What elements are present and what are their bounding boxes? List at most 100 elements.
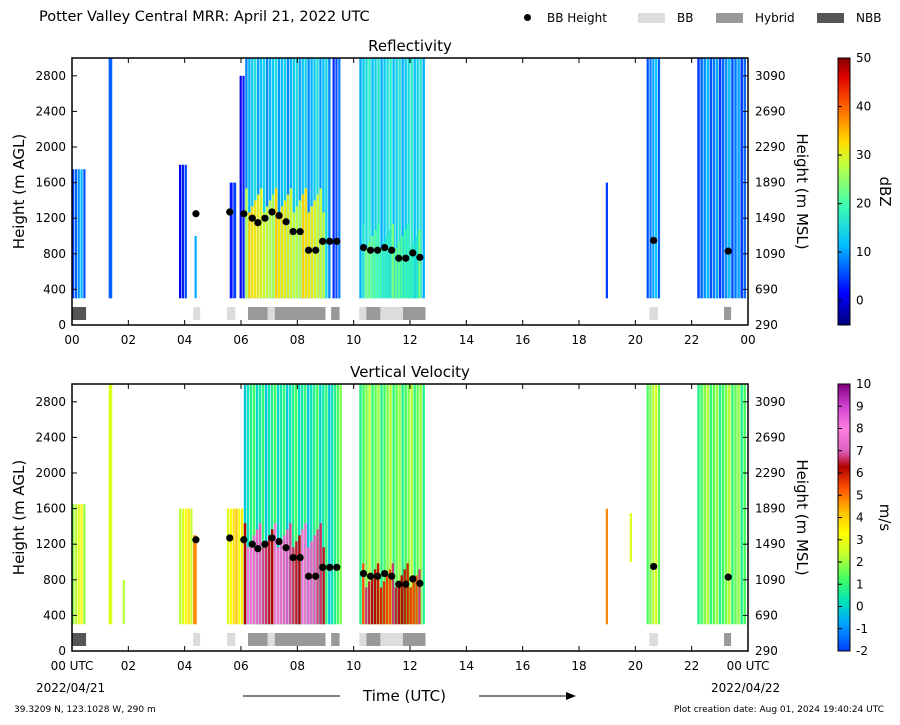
page-title: Potter Valley Central MRR: April 21, 202… (39, 9, 370, 25)
x-tick-label: 04 (177, 333, 192, 347)
intense-gate (394, 587, 398, 625)
y-tick-label: 2800 (35, 69, 66, 83)
bb-height-point (374, 246, 382, 254)
precip-gate (83, 504, 86, 625)
precip-column (239, 75, 245, 299)
precip-column (359, 384, 425, 625)
legend-label: NBB (856, 11, 882, 25)
x-tick-label: 02 (121, 333, 136, 347)
precip-gate (325, 58, 328, 299)
bb-type-segment (274, 633, 326, 646)
bb-height-point (374, 572, 382, 580)
precip-gate (333, 384, 337, 625)
bb-height-point (248, 214, 256, 222)
intense-gate (313, 535, 316, 625)
precip-gate (721, 384, 725, 625)
intense-gate (280, 206, 284, 299)
bb-height-point (289, 553, 297, 562)
precip-column (697, 58, 746, 299)
precip-gate (339, 384, 342, 625)
intense-gate (307, 547, 310, 625)
precip-gate (331, 384, 334, 625)
bb-type-segment (267, 307, 275, 320)
precip-gate (193, 535, 197, 625)
precip-gate (395, 384, 398, 625)
y-right-tick-label: 2690 (755, 430, 786, 444)
precip-gate (263, 58, 266, 299)
bb-type-segment (380, 633, 403, 646)
precip-gate (338, 58, 341, 299)
precip-column (72, 504, 86, 625)
intense-gate (397, 581, 400, 625)
intense-gate (319, 523, 322, 625)
precip-gate (416, 384, 419, 625)
bb-type-segment (193, 633, 201, 646)
bb-height-point (381, 569, 389, 578)
precip-gate (371, 384, 374, 625)
precip-gate (257, 58, 260, 299)
precip-gate (181, 164, 185, 299)
precip-gate (301, 384, 304, 625)
intense-gate (283, 535, 286, 625)
colorbar-tick-label: 30 (856, 148, 871, 162)
x-tick-label: 10 (346, 333, 361, 347)
bb-type-segment (274, 307, 326, 320)
precip-gate (249, 384, 253, 625)
precip-gate (325, 384, 328, 625)
y-tick-label: 0 (58, 644, 66, 658)
x-tick-label: 14 (459, 659, 474, 673)
intense-gate (385, 575, 389, 625)
precip-gate (328, 58, 331, 299)
bb-height-point (296, 553, 304, 562)
plot-creation-date: Plot creation date: Aug 01, 2024 19:40:2… (673, 705, 884, 715)
intense-gate (316, 194, 319, 299)
intense-gate (391, 563, 395, 625)
intense-gate (266, 206, 269, 299)
precip-gate (703, 384, 706, 625)
intense-gate (258, 523, 262, 625)
y-right-tick-label: 290 (755, 644, 778, 658)
x-tick-label: 02 (121, 659, 136, 673)
intense-gate (274, 188, 278, 299)
intense-gate (412, 581, 415, 625)
legend-item-bb: BB (638, 11, 693, 25)
bb-height-point (312, 246, 320, 254)
precip-gate (718, 58, 722, 299)
precip-gate (655, 58, 658, 299)
precip-gate (280, 58, 284, 299)
intense-gate (298, 200, 302, 299)
bb-height-point (254, 219, 262, 227)
x-tick-label: 06 (233, 333, 248, 347)
precip-column (229, 182, 237, 299)
y-right-tick-label: 1890 (755, 176, 786, 190)
y-right-tick-label: 2690 (755, 104, 786, 118)
x-tick-label: 10 (346, 659, 361, 673)
precip-gate (365, 58, 368, 299)
y-tick-label: 1600 (35, 176, 66, 190)
precip-gate (229, 182, 233, 299)
bb-height-point (724, 247, 732, 255)
precip-gate (389, 384, 392, 625)
precip-column (629, 513, 632, 562)
x-tick-label: 14 (459, 333, 474, 347)
bb-type-segment (380, 307, 403, 320)
precip-gate (731, 384, 734, 625)
bb-type-segment (724, 307, 732, 320)
colorbar-tick-label: -2 (856, 644, 868, 658)
chart-legend: BB Height BB Hybrid NBB (520, 11, 900, 27)
x-tick-label: 12 (402, 659, 417, 673)
colorbar-tick-label: 10 (856, 377, 871, 391)
precip-gate (725, 384, 728, 625)
y-tick-label: 400 (43, 608, 66, 622)
precip-gate (404, 384, 407, 625)
precip-column (331, 384, 342, 625)
bb-height-point (366, 246, 375, 254)
precip-gate (377, 384, 380, 625)
precip-gate (239, 75, 242, 299)
intense-region (243, 523, 325, 625)
precip-gate (410, 384, 413, 625)
bb-height-point (650, 236, 658, 245)
intense-gate (412, 242, 415, 299)
precip-gate (407, 384, 410, 625)
precip-gate (386, 384, 389, 625)
